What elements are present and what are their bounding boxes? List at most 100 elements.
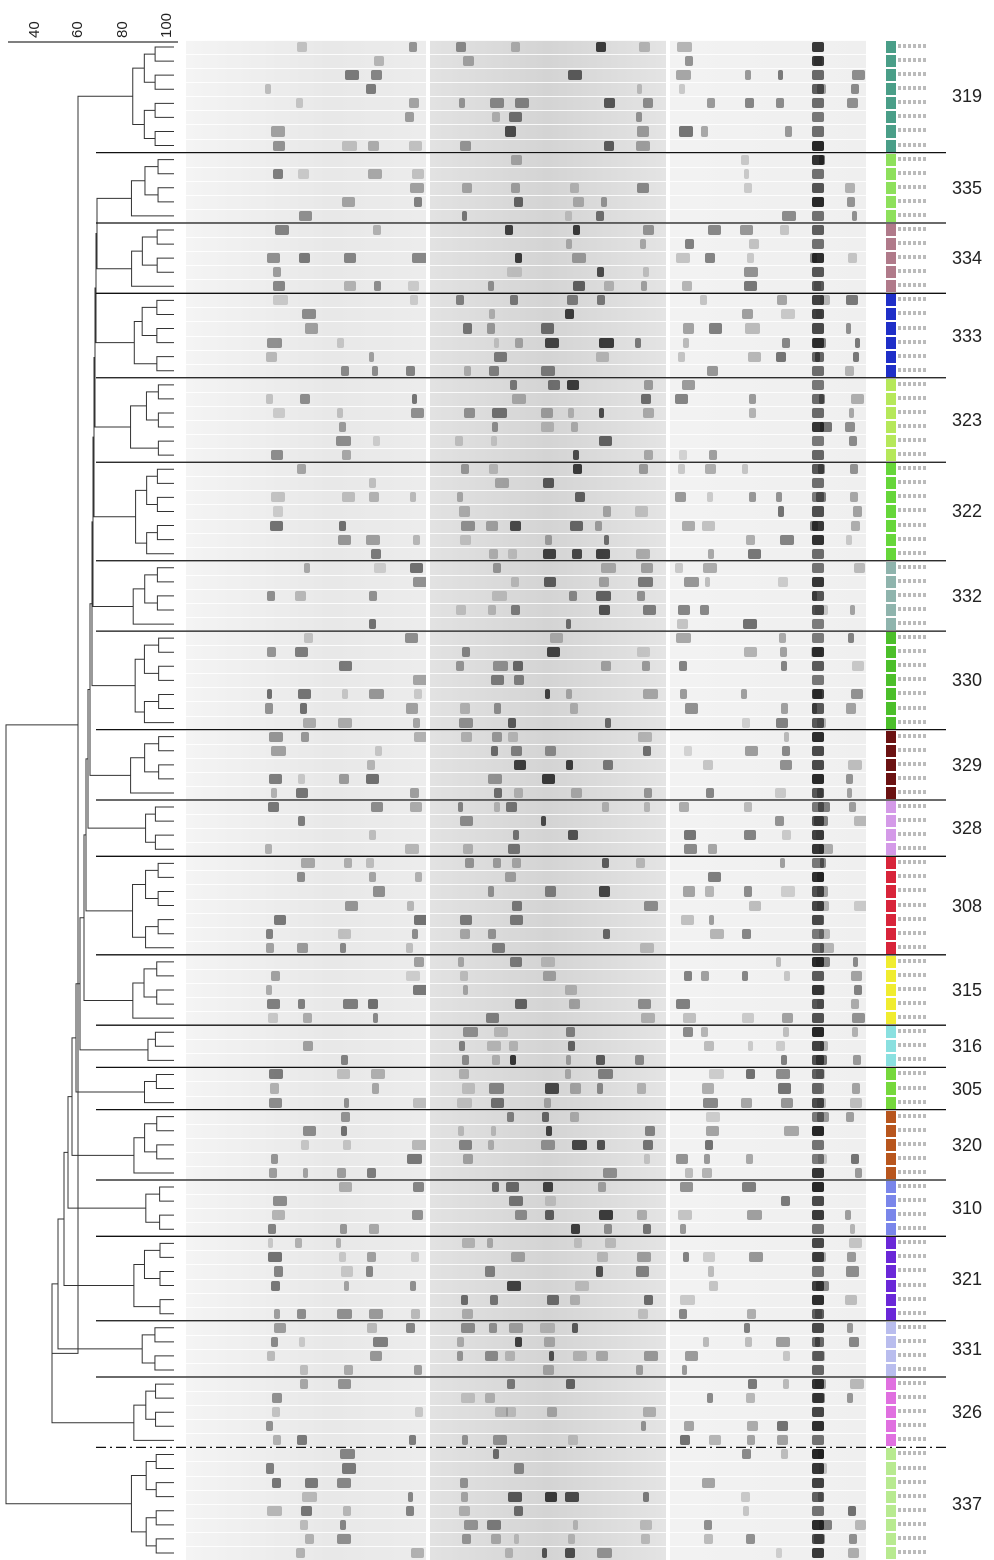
isolate-label-glyph bbox=[898, 1367, 928, 1371]
isolate-label-glyph bbox=[898, 339, 928, 344]
isolate-color-marker bbox=[886, 702, 896, 715]
gel-band bbox=[703, 1097, 718, 1108]
gel-band bbox=[297, 464, 306, 475]
gel-band bbox=[812, 1322, 824, 1333]
lane-divider bbox=[186, 814, 866, 816]
cluster-label: 315 bbox=[952, 980, 983, 1000]
gel-band bbox=[595, 1266, 603, 1277]
gel-band bbox=[775, 98, 785, 109]
gel-band bbox=[598, 604, 610, 616]
gel-band bbox=[372, 1083, 380, 1094]
isolate-color-marker bbox=[886, 69, 896, 82]
lane-divider bbox=[186, 1123, 866, 1125]
gel-band bbox=[514, 253, 523, 264]
gel-band bbox=[413, 576, 428, 587]
gel-band bbox=[266, 942, 275, 953]
gel-band bbox=[267, 999, 281, 1010]
gel-band bbox=[812, 337, 824, 348]
gel-band bbox=[596, 1055, 605, 1066]
isolate-label-glyph bbox=[898, 987, 928, 991]
gel-band bbox=[493, 703, 501, 714]
isolate-color-marker bbox=[886, 829, 896, 842]
gel-band bbox=[463, 1027, 478, 1038]
gel-band bbox=[460, 1294, 468, 1305]
gel-band bbox=[338, 717, 353, 728]
dendrogram-branch bbox=[141, 306, 157, 337]
gel-band bbox=[493, 337, 500, 348]
gel-band bbox=[514, 1210, 528, 1221]
gel-band bbox=[340, 1111, 350, 1122]
gel-band bbox=[487, 281, 495, 292]
isolate-label-glyph bbox=[898, 325, 928, 330]
gel-band bbox=[540, 816, 547, 827]
gel-band bbox=[812, 717, 824, 728]
isolate-label-glyph bbox=[898, 86, 928, 91]
lane-divider bbox=[186, 222, 866, 224]
gel-band bbox=[681, 379, 695, 390]
isolate-color-marker bbox=[886, 1518, 896, 1531]
lane-divider bbox=[186, 1531, 866, 1533]
gel-band bbox=[367, 759, 376, 770]
gel-band bbox=[409, 1280, 417, 1291]
gel-band bbox=[812, 984, 824, 996]
gel-band bbox=[545, 1210, 555, 1221]
dendrogram-branch bbox=[154, 74, 174, 90]
gel-band bbox=[571, 1139, 587, 1150]
gel-band bbox=[368, 140, 379, 151]
gel-band bbox=[852, 1027, 859, 1038]
gel-band bbox=[636, 1210, 647, 1221]
gel-band bbox=[812, 492, 824, 503]
gel-band bbox=[854, 337, 861, 348]
isolate-color-marker bbox=[886, 1420, 896, 1433]
gel-band bbox=[747, 253, 754, 264]
dendrogram bbox=[5, 46, 174, 1554]
lane-divider bbox=[186, 926, 866, 928]
dendrogram-branch bbox=[154, 834, 174, 850]
gel-band bbox=[565, 210, 573, 221]
gel-band bbox=[775, 1069, 791, 1080]
gel-band bbox=[272, 140, 285, 151]
lane-divider bbox=[186, 1545, 866, 1547]
gel-band bbox=[295, 647, 309, 658]
dendrogram-branch bbox=[156, 496, 174, 512]
dendrogram-branch bbox=[132, 67, 145, 125]
lane-divider bbox=[186, 405, 866, 407]
dendrogram-branch bbox=[159, 1242, 174, 1258]
isolate-color-marker bbox=[886, 491, 896, 504]
gel-band bbox=[854, 984, 863, 996]
gel-band bbox=[574, 492, 586, 503]
isolate-label-glyph bbox=[898, 1184, 928, 1189]
gel-band bbox=[845, 182, 856, 193]
gel-band bbox=[267, 590, 275, 601]
gel-band bbox=[268, 802, 280, 813]
gel-band bbox=[819, 1041, 829, 1052]
gel-band bbox=[302, 1125, 317, 1136]
lane-divider bbox=[186, 673, 866, 675]
gel-band bbox=[565, 984, 577, 996]
gel-band bbox=[365, 534, 380, 545]
isolate-label-glyph bbox=[898, 1451, 928, 1456]
gel-band bbox=[514, 787, 524, 798]
gel-band bbox=[849, 492, 859, 503]
gel-band bbox=[412, 253, 427, 264]
gel-band bbox=[508, 731, 519, 742]
gel-band bbox=[541, 956, 555, 967]
gel-band bbox=[748, 900, 761, 911]
gel-band bbox=[541, 1547, 547, 1558]
gel-band bbox=[545, 689, 551, 700]
gel-band bbox=[783, 1379, 790, 1390]
gel-band bbox=[489, 548, 499, 559]
dendrogram-branch bbox=[155, 1538, 174, 1554]
isolate-color-marker bbox=[886, 533, 896, 546]
gel-band bbox=[635, 506, 648, 517]
gel-band bbox=[373, 436, 381, 447]
gel-band bbox=[368, 478, 377, 489]
dendrogram-branch bbox=[154, 46, 174, 62]
gel-band bbox=[850, 1379, 865, 1390]
gel-band bbox=[679, 661, 687, 672]
lane-divider bbox=[186, 1405, 866, 1407]
gel-band bbox=[300, 1505, 313, 1516]
gel-band bbox=[459, 1477, 468, 1488]
isolate-color-marker bbox=[886, 1279, 896, 1292]
gel-band bbox=[462, 1153, 473, 1164]
